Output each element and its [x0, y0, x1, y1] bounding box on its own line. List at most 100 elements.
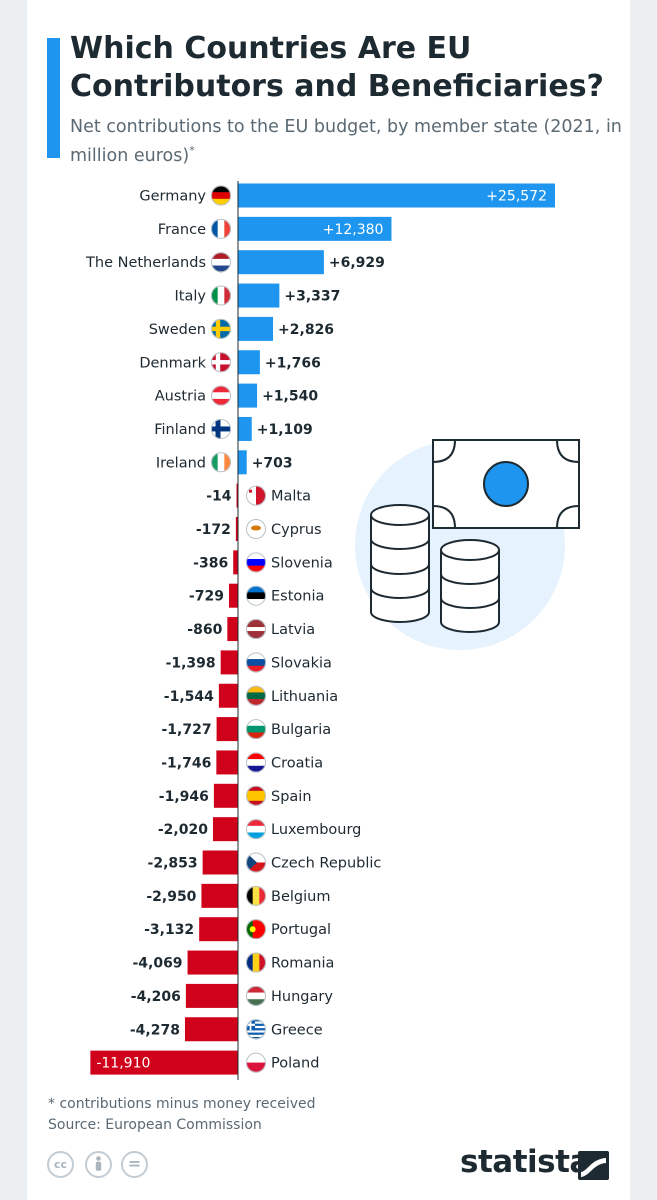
- value-label-hungary: -4,206: [131, 989, 181, 1005]
- value-label-lithuania: -1,544: [164, 689, 214, 705]
- spain-flag-icon: [246, 785, 266, 806]
- malta-flag-icon: [246, 485, 266, 506]
- title-accent-bar: [47, 38, 60, 158]
- cyprus-flag-icon: [246, 519, 266, 539]
- value-label-slovakia: -1,398: [166, 655, 216, 671]
- bar-portugal: [199, 917, 238, 942]
- subtitle-footnote-marker: *: [189, 144, 195, 157]
- category-label-romania: Romania: [271, 956, 334, 972]
- value-label-denmark: +1,766: [265, 355, 321, 371]
- person-icon: [95, 1156, 102, 1171]
- banknote-icon: [432, 439, 580, 529]
- money-illustration: [355, 439, 580, 650]
- value-label-estonia: -729: [189, 589, 224, 605]
- category-label-austria: Austria: [155, 389, 206, 405]
- bar-belgium: [201, 883, 238, 908]
- source-note: Source: European Commission: [48, 1117, 262, 1133]
- category-label-luxembourg: Luxembourg: [271, 822, 361, 838]
- value-label-france: +12,380: [323, 222, 384, 238]
- bar-cyprus: [235, 517, 238, 541]
- bar-latvia: [227, 617, 238, 642]
- footnote: * contributions minus money received: [48, 1096, 316, 1112]
- cc-license-icon[interactable]: cc: [47, 1151, 74, 1178]
- value-label-latvia: -860: [187, 622, 222, 638]
- croatia-flag-icon: [246, 752, 266, 773]
- category-label-malta: Malta: [271, 489, 311, 505]
- value-label-romania: -4,069: [132, 956, 182, 972]
- category-label-latvia: Latvia: [271, 622, 315, 638]
- bar-croatia: [216, 750, 238, 775]
- bar-czech-republic: [202, 850, 238, 875]
- category-label-germany: Germany: [139, 189, 206, 205]
- category-label-czech-republic: Czech Republic: [271, 856, 381, 872]
- category-label-ireland: Ireland: [156, 455, 206, 471]
- ireland-flag-icon: [211, 452, 231, 473]
- category-label-slovenia: Slovenia: [271, 555, 333, 571]
- coin-stack-right-icon: [440, 539, 500, 633]
- category-label-hungary: Hungary: [271, 989, 333, 1005]
- bar-malta: [236, 483, 238, 508]
- greece-flag-icon: [246, 1019, 266, 1040]
- france-flag-icon: [211, 218, 231, 239]
- attribution-icon[interactable]: [85, 1151, 112, 1178]
- value-label-the-netherlands: +6,929: [329, 255, 385, 271]
- latvia-flag-icon: [246, 619, 266, 640]
- value-label-czech-republic: -2,853: [148, 856, 198, 872]
- category-label-lithuania: Lithuania: [271, 689, 338, 705]
- austria-flag-icon: [211, 385, 231, 406]
- category-label-france: France: [158, 222, 206, 238]
- belgium-flag-icon: [246, 885, 266, 906]
- bar-austria: [238, 383, 258, 408]
- chart-rows: +25,572 Germany +12,380 France +6,929 The Net…: [85, 183, 555, 1075]
- chart-subtitle-text: Net contributions to the EU budget, by m…: [70, 117, 622, 166]
- bar-slovakia: [220, 650, 238, 675]
- hungary-flag-icon: [246, 985, 266, 1006]
- estonia-flag-icon: [246, 585, 266, 606]
- value-label-bulgaria: -1,727: [161, 722, 211, 738]
- coin-stack-left-icon: [370, 504, 430, 623]
- portugal-flag-icon: [246, 919, 266, 940]
- value-label-croatia: -1,746: [161, 755, 211, 771]
- category-label-greece: Greece: [271, 1022, 323, 1038]
- category-label-the-netherlands: The Netherlands: [85, 255, 206, 271]
- netherlands-flag-icon: [211, 252, 231, 273]
- slovakia-flag-icon: [246, 652, 266, 673]
- value-label-belgium: -2,950: [146, 889, 196, 905]
- value-label-germany: +25,572: [486, 189, 547, 205]
- value-label-spain: -1,946: [159, 789, 209, 805]
- bar-greece: [184, 1017, 238, 1042]
- bulgaria-flag-icon: [246, 719, 266, 740]
- category-label-finland: Finland: [154, 422, 206, 438]
- bar-bulgaria: [216, 717, 238, 742]
- bar-spain: [213, 783, 238, 808]
- lithuania-flag-icon: [246, 685, 266, 706]
- slovenia-flag-icon: [246, 552, 266, 573]
- statista-logo-icon[interactable]: [578, 1151, 609, 1180]
- romania-flag-icon: [246, 952, 266, 973]
- value-label-austria: +1,540: [262, 389, 318, 405]
- bar-finland: [238, 416, 252, 441]
- bar-france: [238, 216, 392, 241]
- chart-title: Which Countries Are EU Contributors and …: [70, 31, 604, 104]
- category-label-bulgaria: Bulgaria: [271, 722, 331, 738]
- category-label-belgium: Belgium: [271, 889, 330, 905]
- category-label-spain: Spain: [271, 789, 312, 805]
- no-derivatives-icon[interactable]: =: [121, 1151, 148, 1178]
- denmark-flag-icon: [211, 352, 231, 373]
- statista-logo-text[interactable]: statista: [460, 1144, 590, 1180]
- poland-flag-icon: [246, 1052, 266, 1073]
- bar-romania: [187, 950, 238, 975]
- value-label-finland: +1,109: [257, 422, 313, 438]
- chart-subtitle: Net contributions to the EU budget, by m…: [70, 115, 625, 168]
- value-label-greece: -4,278: [130, 1022, 180, 1038]
- value-label-sweden: +2,826: [278, 322, 334, 338]
- category-label-poland: Poland: [271, 1056, 319, 1072]
- bar-germany: [238, 183, 555, 208]
- bar-estonia: [228, 583, 238, 608]
- bar-luxembourg: [212, 817, 238, 842]
- value-label-ireland: +703: [252, 455, 293, 471]
- bar-lithuania: [218, 683, 238, 708]
- category-label-italy: Italy: [175, 289, 207, 305]
- bar-italy: [238, 283, 280, 308]
